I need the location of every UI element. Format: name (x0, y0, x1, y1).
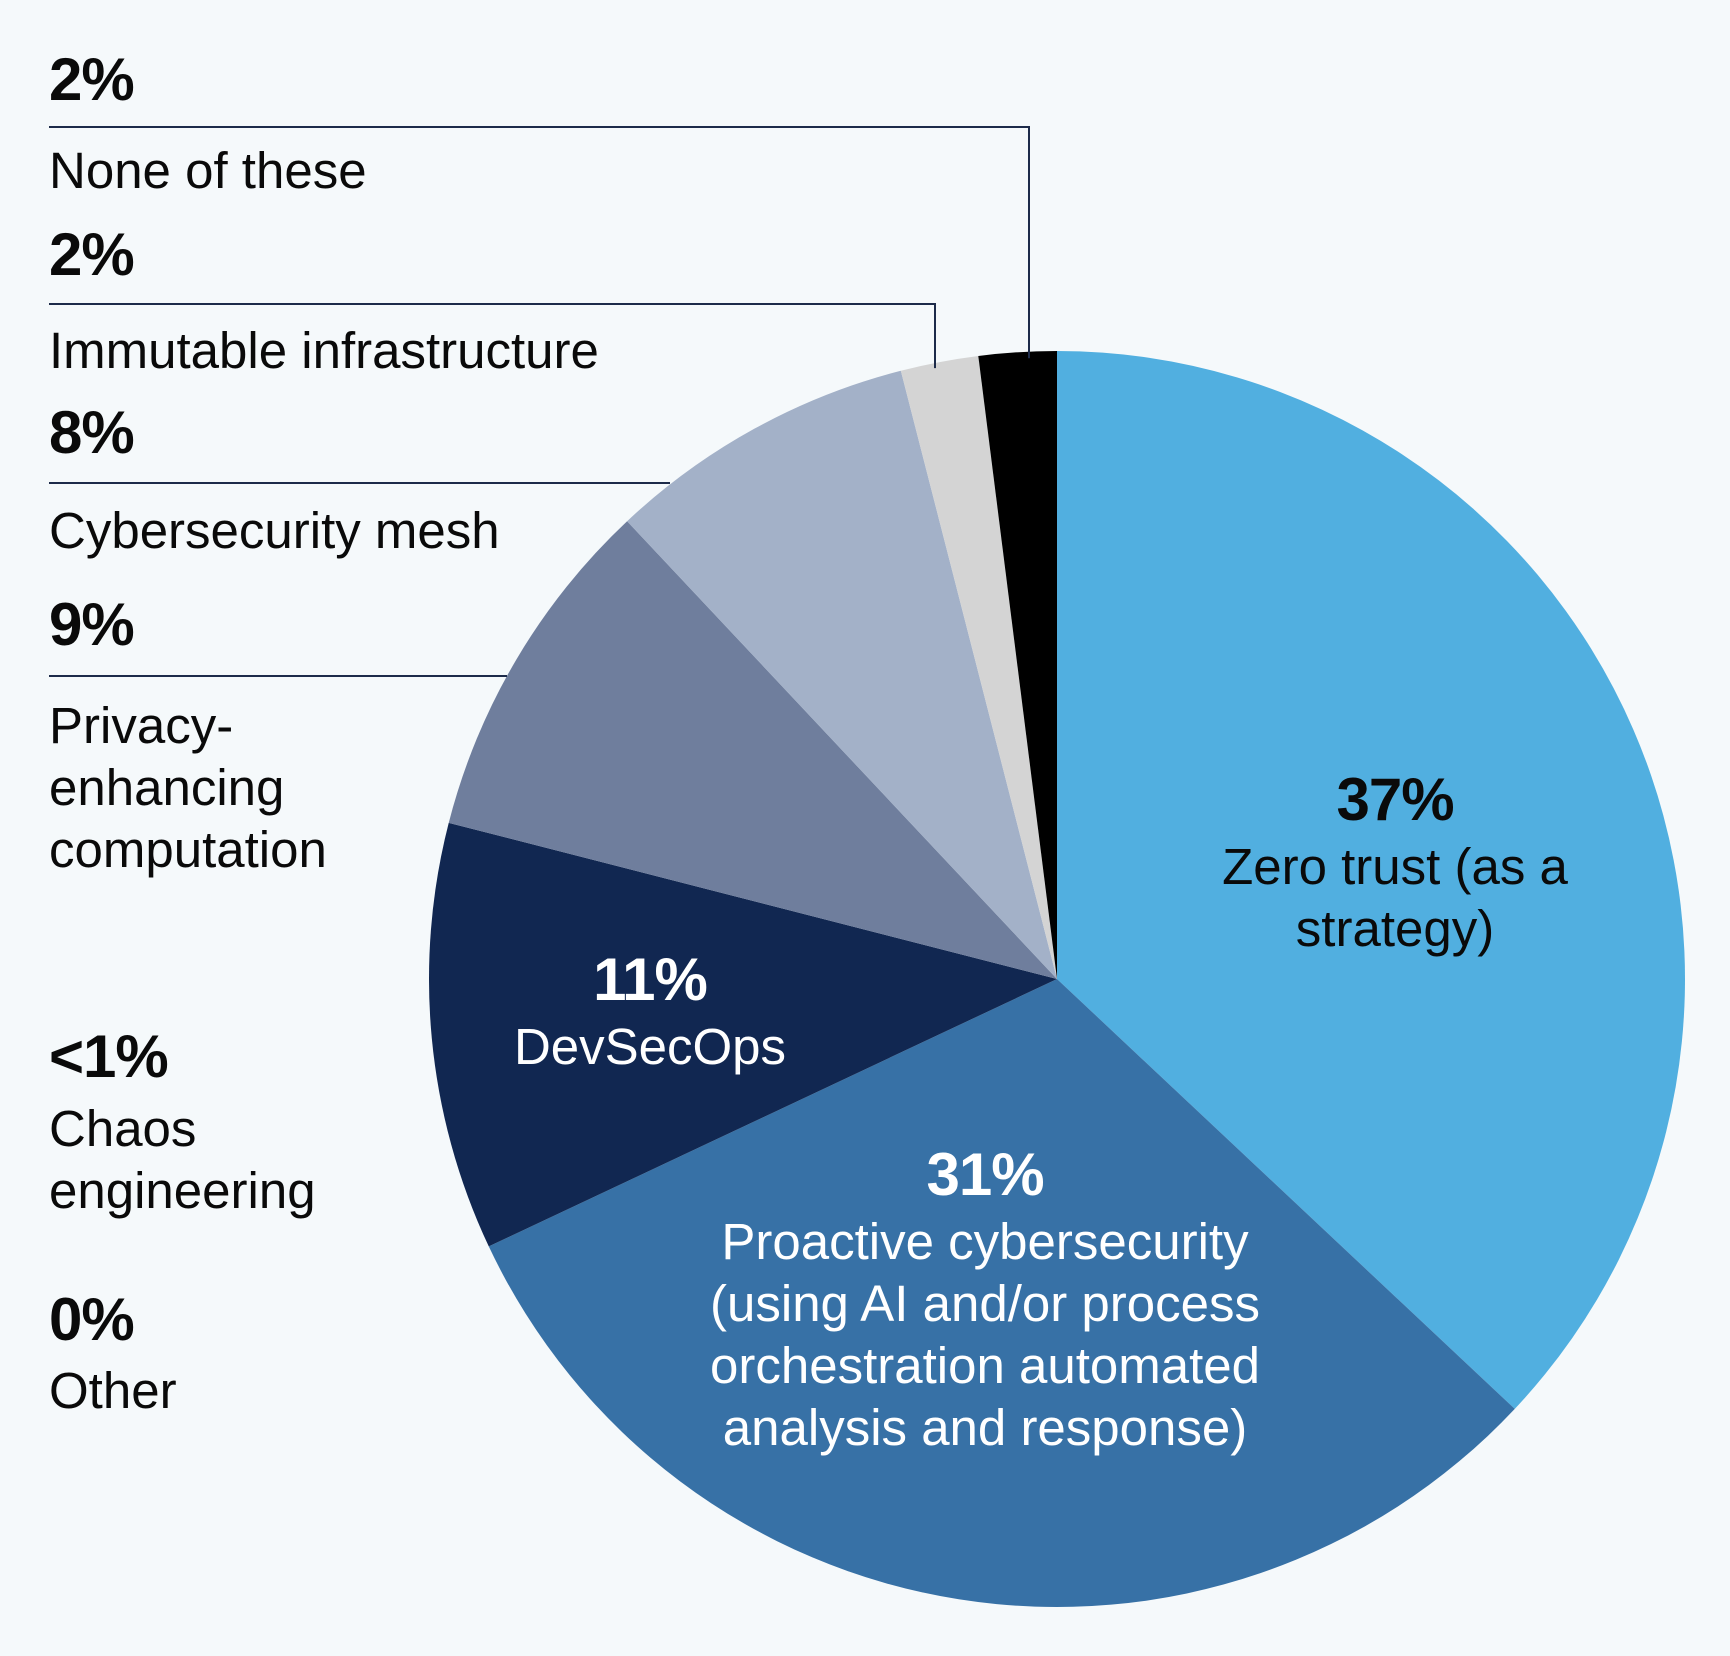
slice-name: Immutable infrastructure (49, 322, 599, 379)
slice-label: 37% Zero trust (as a strategy) (1195, 770, 1595, 960)
slice-label: 31% Proactive cybersecurity (using AI and… (655, 1145, 1315, 1459)
slice-label: 11% DevSecOps (470, 950, 830, 1078)
slice-percent: 0% (49, 1286, 135, 1353)
slice-name: Other (49, 1362, 177, 1419)
slice-name: Chaos engineering (49, 1100, 316, 1219)
pie-slice (429, 822, 1057, 1247)
slice-percent: <1% (49, 1023, 169, 1090)
pie-slice (488, 979, 1515, 1608)
slice-name: None of these (49, 142, 367, 199)
slice-name: Zero trust (as a strategy) (1222, 838, 1568, 957)
slice-percent: 9% (49, 591, 135, 658)
slice-percent: 2% (49, 221, 135, 288)
leader-line (49, 126, 1030, 359)
slice-name: Privacy- enhancing computation (49, 697, 327, 878)
slice-name: DevSecOps (513, 1018, 787, 1075)
pie-slice (627, 370, 1057, 980)
leader-lines (49, 126, 1030, 677)
slice-percent: 37% (1336, 766, 1454, 833)
slice-percent: 31% (926, 1141, 1044, 1208)
slice-name: Cybersecurity mesh (49, 502, 500, 559)
pie-slices (429, 351, 1686, 1608)
slice-percent: 8% (49, 399, 135, 466)
pie-slice (1057, 351, 1686, 1409)
slice-name: Proactive cybersecurity (using AI and/or… (710, 1213, 1260, 1456)
pie-slice (900, 355, 1057, 979)
slice-percent: 11% (593, 946, 708, 1013)
slice-percent: 2% (49, 46, 135, 113)
leader-line (49, 303, 936, 369)
pie-slice (448, 521, 1058, 979)
pie-slice (978, 351, 1057, 979)
